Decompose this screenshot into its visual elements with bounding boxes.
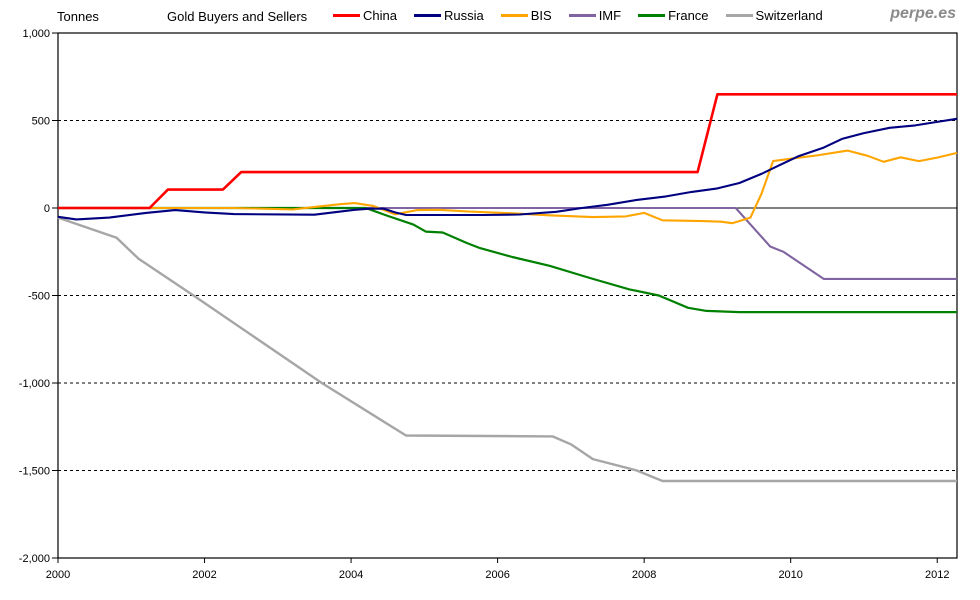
series-line-china <box>58 93 957 210</box>
x-axis-label: 2012 <box>925 569 949 581</box>
series-line-switzerland <box>57 216 957 483</box>
series-line-russia <box>57 117 958 221</box>
x-axis-label: 2002 <box>192 569 216 581</box>
series-line-imf <box>58 206 957 280</box>
x-axis-label: 2010 <box>778 569 802 581</box>
y-axis-label: 500 <box>32 116 50 128</box>
legend-label-switzerland: Switzerland <box>755 7 823 23</box>
legend-swatch-russia <box>413 13 441 17</box>
legend-label-russia: Russia <box>443 7 484 23</box>
legend-label-china: China <box>363 7 397 23</box>
legend-label-imf: IMF <box>598 7 622 23</box>
legend-item-bis: BIS <box>500 7 552 23</box>
legend-swatch-france <box>638 13 666 17</box>
legend-swatch-china <box>333 13 360 17</box>
y-axis-label: 0 <box>44 203 50 215</box>
legend: China Russia BIS IMF France Switzerland <box>333 6 823 24</box>
legend-item-switzerland: Switzerland <box>725 7 823 23</box>
legend-swatch-bis <box>500 13 528 17</box>
y-axis-label: -2,000 <box>19 553 50 565</box>
y-axis-label: 1,000 <box>22 28 50 40</box>
legend-swatch-imf <box>568 13 596 17</box>
y-axis-label: -500 <box>28 291 50 303</box>
chart-title: Gold Buyers and Sellers <box>167 9 308 24</box>
legend-item-china: China <box>333 8 397 23</box>
x-axis-label: 2008 <box>632 569 656 581</box>
legend-label-bis: BIS <box>530 7 552 23</box>
watermark: perpe.es <box>890 5 956 22</box>
series-line-bis <box>58 149 958 225</box>
series-line-france <box>58 206 957 314</box>
legend-item-russia: Russia <box>413 7 484 23</box>
legend-item-france: France <box>638 7 709 23</box>
x-axis-label: 2004 <box>339 569 363 581</box>
x-axis-label: 2006 <box>485 569 509 581</box>
legend-item-imf: IMF <box>568 7 622 23</box>
y-axis-label: -1,000 <box>19 378 50 390</box>
plot-border <box>57 32 958 559</box>
y-axis-units-label: Tonnes <box>57 9 99 24</box>
legend-label-france: France <box>668 7 709 23</box>
x-axis-label: 2000 <box>46 569 70 581</box>
legend-swatch-switzerland <box>725 13 753 17</box>
y-axis-label: -1,500 <box>19 466 50 478</box>
